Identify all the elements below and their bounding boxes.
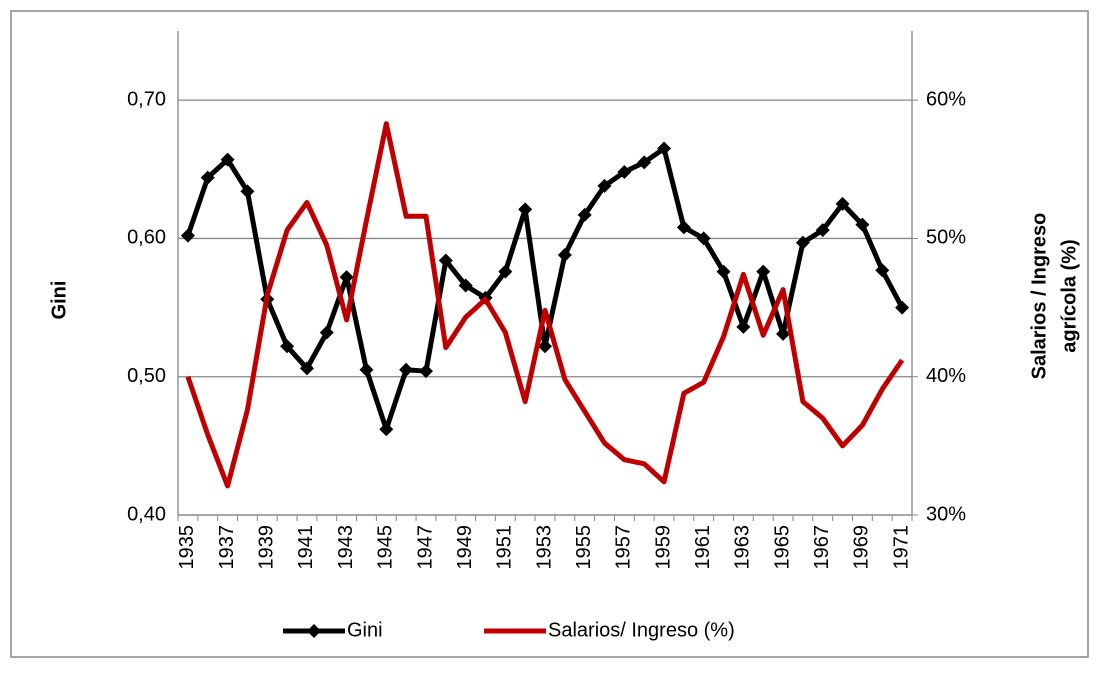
x-tick-label: 1963 <box>732 525 754 570</box>
x-tick-label: 1939 <box>256 525 278 570</box>
marker <box>657 141 672 156</box>
marker <box>855 217 870 232</box>
legend-label: Salarios/ Ingreso (%) <box>548 619 735 641</box>
x-tick-label: 1951 <box>494 525 516 570</box>
x-tick-label: 1967 <box>811 525 833 570</box>
marker <box>319 325 334 340</box>
y-axis-title: Gini <box>48 281 70 320</box>
marker <box>379 422 394 437</box>
x-tick-label: 1949 <box>454 525 476 570</box>
marker <box>756 264 771 279</box>
y-tick-label: 0,40 <box>127 503 166 525</box>
x-tick-label: 1935 <box>176 525 198 570</box>
y2-axis-title: agrícola (%) <box>1058 239 1080 352</box>
marker <box>557 248 572 263</box>
marker <box>736 319 751 334</box>
y2-tick-label: 30% <box>926 503 966 525</box>
x-tick-label: 1953 <box>533 525 555 570</box>
marker <box>617 165 632 180</box>
marker <box>418 364 433 379</box>
x-tick-label: 1941 <box>295 525 317 570</box>
x-tick-label: 1955 <box>573 525 595 570</box>
y2-tick-label: 60% <box>926 88 966 110</box>
marker <box>696 231 711 246</box>
marker <box>676 220 691 235</box>
y-tick-label: 0,60 <box>127 227 166 249</box>
x-tick-label: 1947 <box>414 525 436 570</box>
marker <box>716 264 731 279</box>
marker <box>339 270 354 285</box>
y2-tick-label: 50% <box>926 227 966 249</box>
marker <box>776 326 791 341</box>
marker <box>637 155 652 170</box>
y2-axis-title: Salarios / Ingreso <box>1028 213 1050 380</box>
marker <box>597 178 612 193</box>
x-tick-label: 1969 <box>851 525 873 570</box>
x-tick-label: 1937 <box>216 525 238 570</box>
marker <box>280 339 295 354</box>
y2-tick-label: 40% <box>926 365 966 387</box>
marker <box>577 207 592 222</box>
marker <box>895 300 910 315</box>
marker <box>835 196 850 211</box>
marker <box>399 362 414 377</box>
y-tick-label: 0,70 <box>127 88 166 110</box>
x-tick-label: 1971 <box>890 525 912 570</box>
x-tick-label: 1959 <box>652 525 674 570</box>
marker <box>299 361 314 376</box>
marker <box>240 184 255 199</box>
series-line <box>185 121 905 489</box>
marker <box>220 152 235 167</box>
y-tick-label: 0,50 <box>127 365 166 387</box>
x-tick-label: 1961 <box>692 525 714 570</box>
marker <box>438 253 453 268</box>
x-tick-label: 1957 <box>613 525 635 570</box>
legend-label: Gini <box>347 619 383 641</box>
marker <box>815 223 830 238</box>
marker <box>875 263 890 278</box>
x-tick-label: 1943 <box>335 525 357 570</box>
marker <box>200 170 215 185</box>
x-tick-label: 1965 <box>771 525 793 570</box>
x-tick-label: 1945 <box>375 525 397 570</box>
legend-marker <box>307 624 321 638</box>
marker <box>180 228 195 243</box>
marker <box>498 264 513 279</box>
marker <box>518 202 533 217</box>
marker <box>458 278 473 293</box>
marker <box>795 235 810 250</box>
marker <box>538 339 552 354</box>
marker <box>359 362 374 377</box>
